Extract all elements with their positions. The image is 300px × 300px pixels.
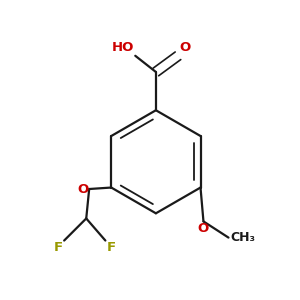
Text: F: F bbox=[54, 242, 63, 254]
Text: CH₃: CH₃ bbox=[230, 231, 255, 244]
Text: HO: HO bbox=[111, 41, 134, 54]
Text: O: O bbox=[77, 182, 88, 196]
Text: O: O bbox=[179, 41, 191, 54]
Text: O: O bbox=[198, 222, 209, 235]
Text: F: F bbox=[107, 242, 116, 254]
